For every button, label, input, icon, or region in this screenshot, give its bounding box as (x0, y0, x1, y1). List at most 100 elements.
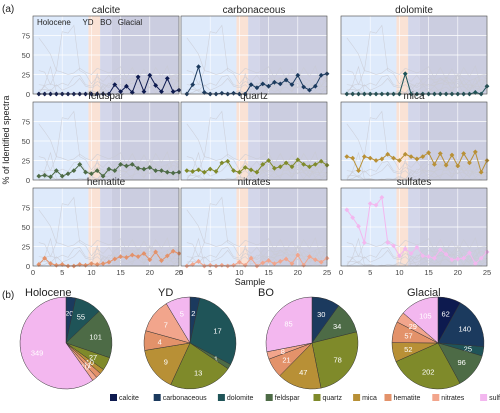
data-point (312, 162, 318, 167)
pie-slice-label: 52 (404, 345, 412, 354)
data-point (283, 256, 289, 262)
data-point (414, 244, 420, 250)
legend-item-carbonaceous: carbonaceous (153, 394, 207, 402)
data-point (201, 90, 207, 95)
pie-slice-label: 34 (333, 322, 341, 331)
data-point (135, 165, 141, 171)
legend-swatch (153, 394, 161, 401)
data-point (89, 171, 94, 177)
data-point (356, 168, 361, 174)
pie-slice-label: 62 (441, 310, 449, 319)
data-point (231, 262, 236, 268)
data-point (237, 169, 242, 175)
data-point (170, 248, 176, 254)
pie-slice-label: 1 (214, 355, 218, 364)
pie-slice-label: 101 (89, 332, 102, 341)
data-point (77, 262, 83, 267)
data-point (295, 72, 301, 78)
pie-slice-label: 10 (81, 363, 89, 372)
y-tick-label: 75 (22, 204, 30, 213)
x-tick-label: 10 (87, 268, 95, 277)
data-point (141, 166, 147, 172)
data-point (53, 168, 59, 174)
y-tick-label: 25 (22, 71, 30, 80)
data-point (397, 253, 402, 259)
data-point (219, 262, 225, 268)
data-point (391, 243, 396, 249)
pie-slice-label: 78 (333, 355, 341, 364)
x-tick-label: 25 (323, 268, 331, 277)
data-point (153, 168, 159, 174)
panel-frame (180, 15, 328, 95)
data-point (248, 167, 254, 173)
y-tick-label: 25 (22, 157, 30, 166)
background-series-line (346, 159, 488, 173)
pie-slice-label: 2 (191, 309, 195, 318)
period-label-glacial: Glacial (118, 18, 143, 27)
panel-feldspar: feldspar 0 25 50 75 (22, 91, 182, 185)
pie-slice-label: 105 (419, 311, 432, 320)
data-point (147, 72, 153, 78)
data-point (59, 262, 65, 267)
data-point (356, 223, 361, 229)
data-point (225, 158, 231, 164)
data-point (402, 151, 408, 157)
background-series-line (38, 237, 180, 260)
data-point (307, 164, 312, 170)
y-tick-label: 0 (26, 90, 30, 99)
data-point (318, 72, 324, 78)
background-series-line (346, 73, 488, 87)
background-series-line (346, 163, 488, 178)
y-tick-label: 50 (22, 223, 30, 232)
data-point (307, 87, 312, 93)
x-tick-label: 0 (31, 268, 35, 277)
data-point (129, 90, 135, 95)
data-point (289, 164, 295, 170)
data-point (196, 167, 201, 173)
data-point (301, 84, 307, 90)
data-point (455, 256, 461, 262)
data-point (190, 169, 196, 174)
panel-title: feldspar (88, 91, 124, 102)
panel-title: mica (403, 91, 425, 102)
y-tick-label: 75 (22, 118, 30, 127)
data-point (242, 165, 248, 170)
data-point (94, 262, 100, 267)
data-point (318, 259, 324, 265)
data-point (159, 258, 164, 263)
data-point (112, 256, 118, 262)
legend-label: calcite (119, 395, 139, 402)
legend-label: feldspar (275, 395, 301, 402)
data-point (277, 164, 283, 170)
y-tick-label: 50 (22, 51, 30, 60)
background-series-line (186, 151, 328, 174)
legend-item-quartz: quartz (313, 394, 342, 402)
data-point (141, 89, 147, 95)
legend-label: dolomite (227, 395, 254, 402)
background-series-line (38, 196, 180, 265)
data-point (373, 158, 379, 163)
panel-frame (32, 187, 180, 267)
data-point (196, 64, 201, 70)
y-tick-label: 0 (26, 262, 30, 271)
data-point (373, 202, 379, 208)
panel-title: hematite (87, 177, 126, 188)
data-point (164, 169, 170, 175)
pie-slice-label: 25 (464, 345, 472, 354)
data-point (472, 90, 478, 95)
background-series-line (38, 159, 180, 173)
data-point (207, 166, 213, 172)
data-point (295, 252, 301, 258)
data-point (420, 253, 426, 259)
data-point (385, 240, 391, 245)
data-point (254, 85, 260, 91)
pie-slice-label: 55 (77, 313, 85, 322)
x-tick-label: 5 (368, 268, 372, 277)
legend-item-dolomite: dolomite (217, 394, 254, 402)
background-series-line (186, 65, 328, 88)
data-point (461, 151, 467, 156)
data-point (100, 173, 106, 179)
legend-item-sulfates: sulfates (480, 394, 500, 402)
data-point (312, 257, 318, 263)
